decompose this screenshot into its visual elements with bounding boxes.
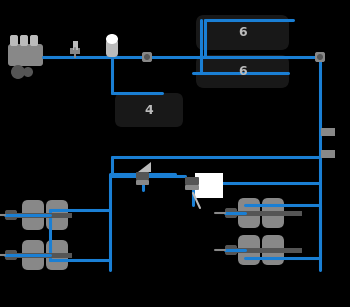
FancyBboxPatch shape: [106, 39, 118, 57]
FancyBboxPatch shape: [185, 185, 199, 190]
FancyBboxPatch shape: [136, 172, 149, 180]
FancyBboxPatch shape: [30, 35, 38, 46]
Circle shape: [144, 54, 150, 60]
FancyBboxPatch shape: [8, 44, 43, 66]
Bar: [17, 253, 72, 258]
FancyBboxPatch shape: [185, 177, 199, 185]
Bar: [17, 213, 72, 218]
Circle shape: [317, 54, 323, 60]
FancyBboxPatch shape: [225, 208, 237, 218]
Bar: [232, 211, 302, 216]
Bar: [321, 150, 335, 158]
FancyBboxPatch shape: [238, 198, 260, 228]
FancyBboxPatch shape: [262, 235, 284, 265]
Ellipse shape: [106, 34, 118, 44]
FancyBboxPatch shape: [136, 180, 149, 185]
Bar: [195, 173, 223, 198]
Circle shape: [23, 67, 33, 77]
Polygon shape: [138, 162, 151, 172]
Circle shape: [11, 65, 25, 79]
FancyBboxPatch shape: [5, 210, 17, 220]
FancyBboxPatch shape: [142, 52, 152, 62]
FancyBboxPatch shape: [238, 235, 260, 265]
FancyBboxPatch shape: [196, 55, 289, 88]
FancyBboxPatch shape: [225, 245, 237, 255]
FancyBboxPatch shape: [22, 240, 44, 270]
FancyBboxPatch shape: [20, 35, 28, 46]
Text: 6: 6: [238, 65, 247, 78]
Bar: [73, 41, 78, 50]
Text: 6: 6: [238, 26, 247, 39]
FancyBboxPatch shape: [196, 15, 289, 50]
FancyBboxPatch shape: [46, 200, 68, 230]
FancyBboxPatch shape: [262, 198, 284, 228]
Bar: [70, 48, 80, 54]
FancyBboxPatch shape: [22, 200, 44, 230]
FancyBboxPatch shape: [5, 250, 17, 260]
Text: 4: 4: [145, 103, 153, 116]
FancyBboxPatch shape: [10, 35, 18, 46]
Bar: [232, 248, 302, 253]
Bar: [321, 128, 335, 136]
FancyBboxPatch shape: [115, 93, 183, 127]
FancyBboxPatch shape: [46, 240, 68, 270]
FancyBboxPatch shape: [315, 52, 325, 62]
